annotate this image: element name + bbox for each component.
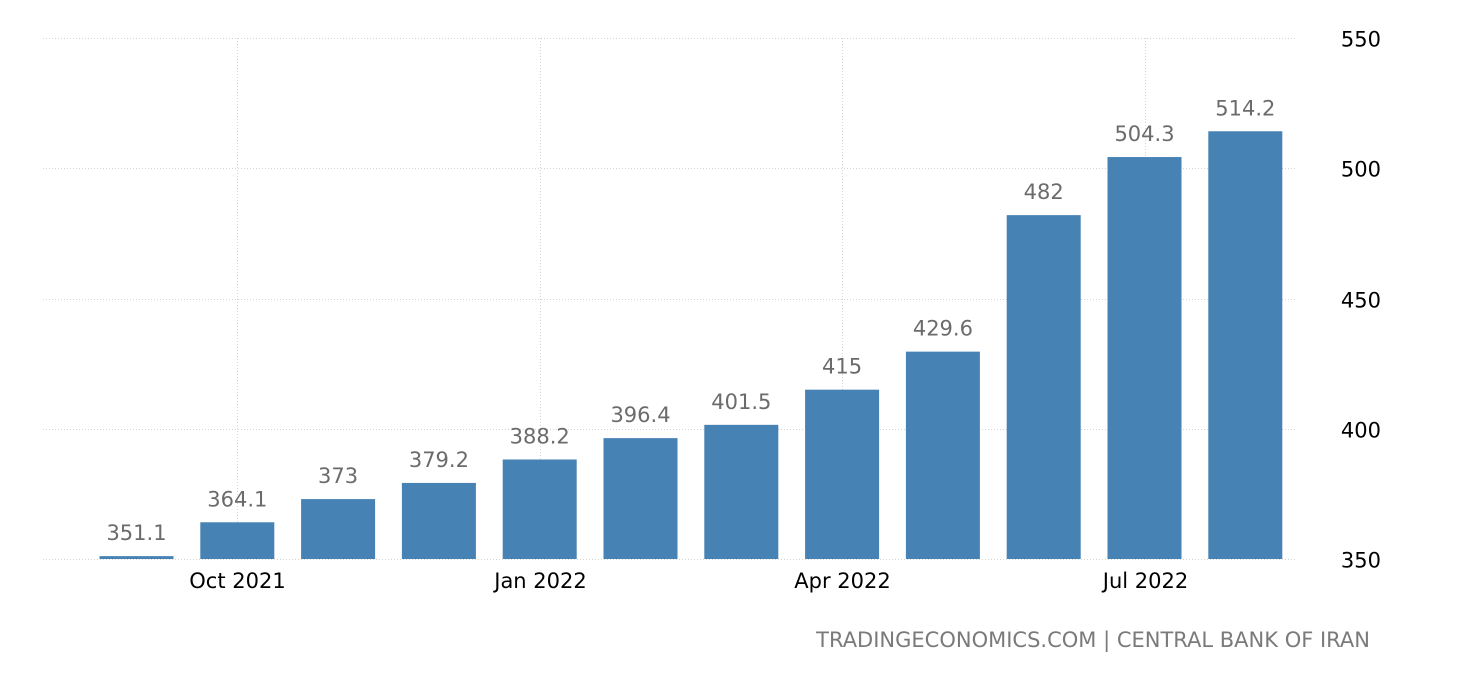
y-tick-label: 400 <box>1341 419 1381 443</box>
bar-sep-2021 <box>99 556 174 559</box>
data-label: 401.5 <box>711 390 771 414</box>
data-label: 388.2 <box>510 424 570 448</box>
x-tick-label: Jan 2022 <box>492 569 587 593</box>
bar-dec-2021 <box>401 482 476 559</box>
data-labels: 351.1 364.1 373 379.2 388.2 396.4 401.5 415 429.… <box>106 96 1275 545</box>
data-label: 482 <box>1024 180 1064 204</box>
data-label: 351.1 <box>106 521 166 545</box>
bar-jun-2022 <box>1006 215 1081 559</box>
bar-nov-2021 <box>301 499 376 559</box>
bar-jul-2022 <box>1107 157 1182 559</box>
bar-oct-2021 <box>200 522 275 559</box>
x-axis: Oct 2021 Jan 2022 Apr 2022 Jul 2022 <box>189 569 1188 593</box>
data-label: 514.2 <box>1215 96 1275 120</box>
data-label: 379.2 <box>409 448 469 472</box>
x-tick-label: Apr 2022 <box>794 569 890 593</box>
y-tick-label: 450 <box>1341 289 1381 313</box>
y-tick-label: 350 <box>1341 549 1381 573</box>
data-label: 373 <box>318 464 358 488</box>
source-attribution: TRADINGECONOMICS.COM | CENTRAL BANK OF I… <box>816 628 1370 652</box>
y-tick-label: 500 <box>1341 158 1381 182</box>
bar-feb-2022 <box>603 438 678 559</box>
bar-aug-2022 <box>1208 131 1283 559</box>
y-tick-label: 550 <box>1341 28 1381 52</box>
bar-may-2022 <box>905 351 980 559</box>
data-label: 364.1 <box>207 487 267 511</box>
bar-mar-2022 <box>704 424 779 559</box>
y-axis: 350 400 450 500 550 <box>1341 28 1381 573</box>
x-tick-label: Oct 2021 <box>189 569 285 593</box>
x-tick-label: Jul 2022 <box>1101 569 1188 593</box>
data-label: 429.6 <box>913 317 973 341</box>
bar-jan-2022 <box>502 459 577 559</box>
bar-apr-2022 <box>805 389 880 559</box>
data-label: 415 <box>822 355 862 379</box>
grid <box>43 38 1297 560</box>
bars <box>99 131 1283 559</box>
data-label: 504.3 <box>1114 122 1174 146</box>
data-label: 396.4 <box>610 403 670 427</box>
